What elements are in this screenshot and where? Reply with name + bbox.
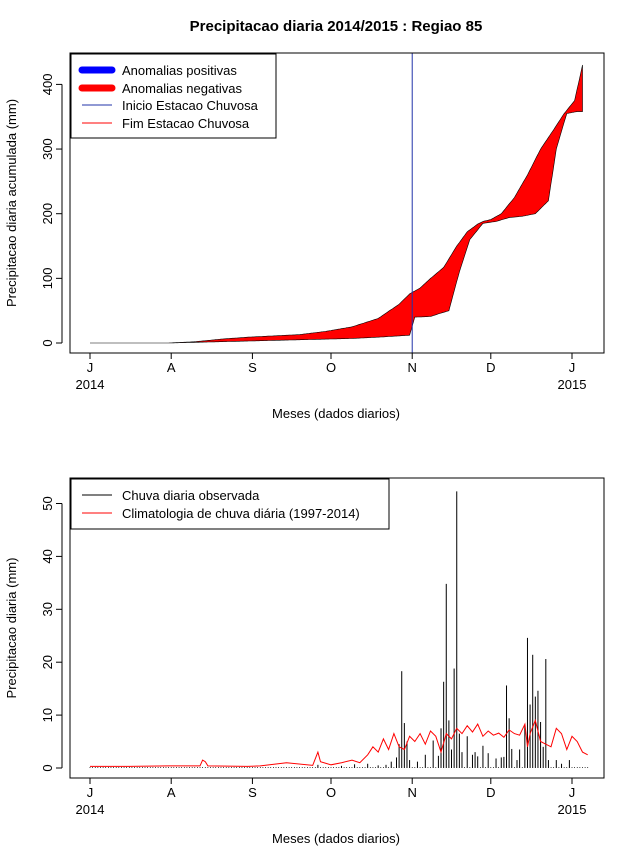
legend-climatology-label: Climatologia de chuva diária (1997-2014) [122, 506, 360, 521]
bottom-month-label: J [569, 785, 576, 800]
bottom-month-label: A [167, 785, 176, 800]
top-month-label: S [248, 360, 257, 375]
legend-observed-label: Chuva diaria observada [122, 488, 260, 503]
top-year-label: 2015 [558, 377, 587, 392]
top-y-axis: 0 100 200 300 400 [40, 74, 63, 347]
bottom-month-label: S [248, 785, 257, 800]
negative-anomaly-area-0 [90, 64, 583, 344]
top-y-tick-label: 400 [40, 74, 55, 96]
bottom-y-axis: 0 10 20 30 40 50 [40, 496, 63, 772]
anomaly-fills [90, 64, 583, 344]
top-y-tick-label: 300 [40, 138, 55, 160]
bottom-y-tick-label: 40 [40, 549, 55, 563]
top-x-axis: J A S O N D J 2014 2015 [76, 352, 587, 392]
top-y-tick-label: 100 [40, 267, 55, 289]
bottom-x-axis-label: Meses (dados diarios) [272, 831, 400, 846]
top-month-label: D [486, 360, 495, 375]
top-month-label: J [87, 360, 94, 375]
bottom-y-tick-label: 20 [40, 655, 55, 669]
top-year-label: 2014 [76, 377, 105, 392]
bottom-y-tick-label: 0 [40, 764, 55, 771]
top-month-label: O [326, 360, 336, 375]
climatology-line [90, 718, 588, 767]
daily-panel: 0 10 20 30 40 50 J A S O N D J 2014 2015 Precipitacao… [4, 477, 605, 846]
bottom-month-label: N [408, 785, 417, 800]
bottom-legend: Chuva diaria observada Climatologia de c… [70, 478, 390, 530]
legend-positive-label: Anomalias positivas [122, 63, 237, 78]
bottom-y-tick-label: 10 [40, 708, 55, 722]
bottom-year-label: 2015 [558, 802, 587, 817]
top-legend: Anomalias positivas Anomalias negativas … [70, 53, 277, 139]
cumulative-panel: 0 100 200 300 400 J A S O N D J 2014 2015 Precipitac… [4, 52, 605, 421]
legend-end-label: Fim Estacao Chuvosa [122, 116, 250, 131]
top-month-label: A [167, 360, 176, 375]
top-month-label: N [408, 360, 417, 375]
top-x-axis-label: Meses (dados diarios) [272, 406, 400, 421]
bottom-year-label: 2014 [76, 802, 105, 817]
legend-negative-label: Anomalias negativas [122, 81, 242, 96]
bottom-legend-box [70, 478, 390, 530]
bottom-month-label: D [486, 785, 495, 800]
bottom-month-label: O [326, 785, 336, 800]
bottom-y-axis-label: Precipitacao diaria (mm) [4, 558, 19, 699]
observed-daily-bars [89, 491, 589, 768]
top-y-tick-label: 200 [40, 203, 55, 225]
top-month-label: J [569, 360, 576, 375]
top-y-axis-label: Precipitacao diaria acumulada (mm) [4, 99, 19, 307]
top-y-tick-label: 0 [40, 339, 55, 346]
bottom-x-axis: J A S O N D J 2014 2015 [76, 777, 587, 817]
legend-start-label: Inicio Estacao Chuvosa [122, 98, 259, 113]
bottom-y-tick-label: 30 [40, 602, 55, 616]
bottom-y-tick-label: 50 [40, 496, 55, 510]
figure-title: Precipitacao diaria 2014/2015 : Regiao 8… [190, 18, 483, 35]
bottom-month-label: J [87, 785, 94, 800]
